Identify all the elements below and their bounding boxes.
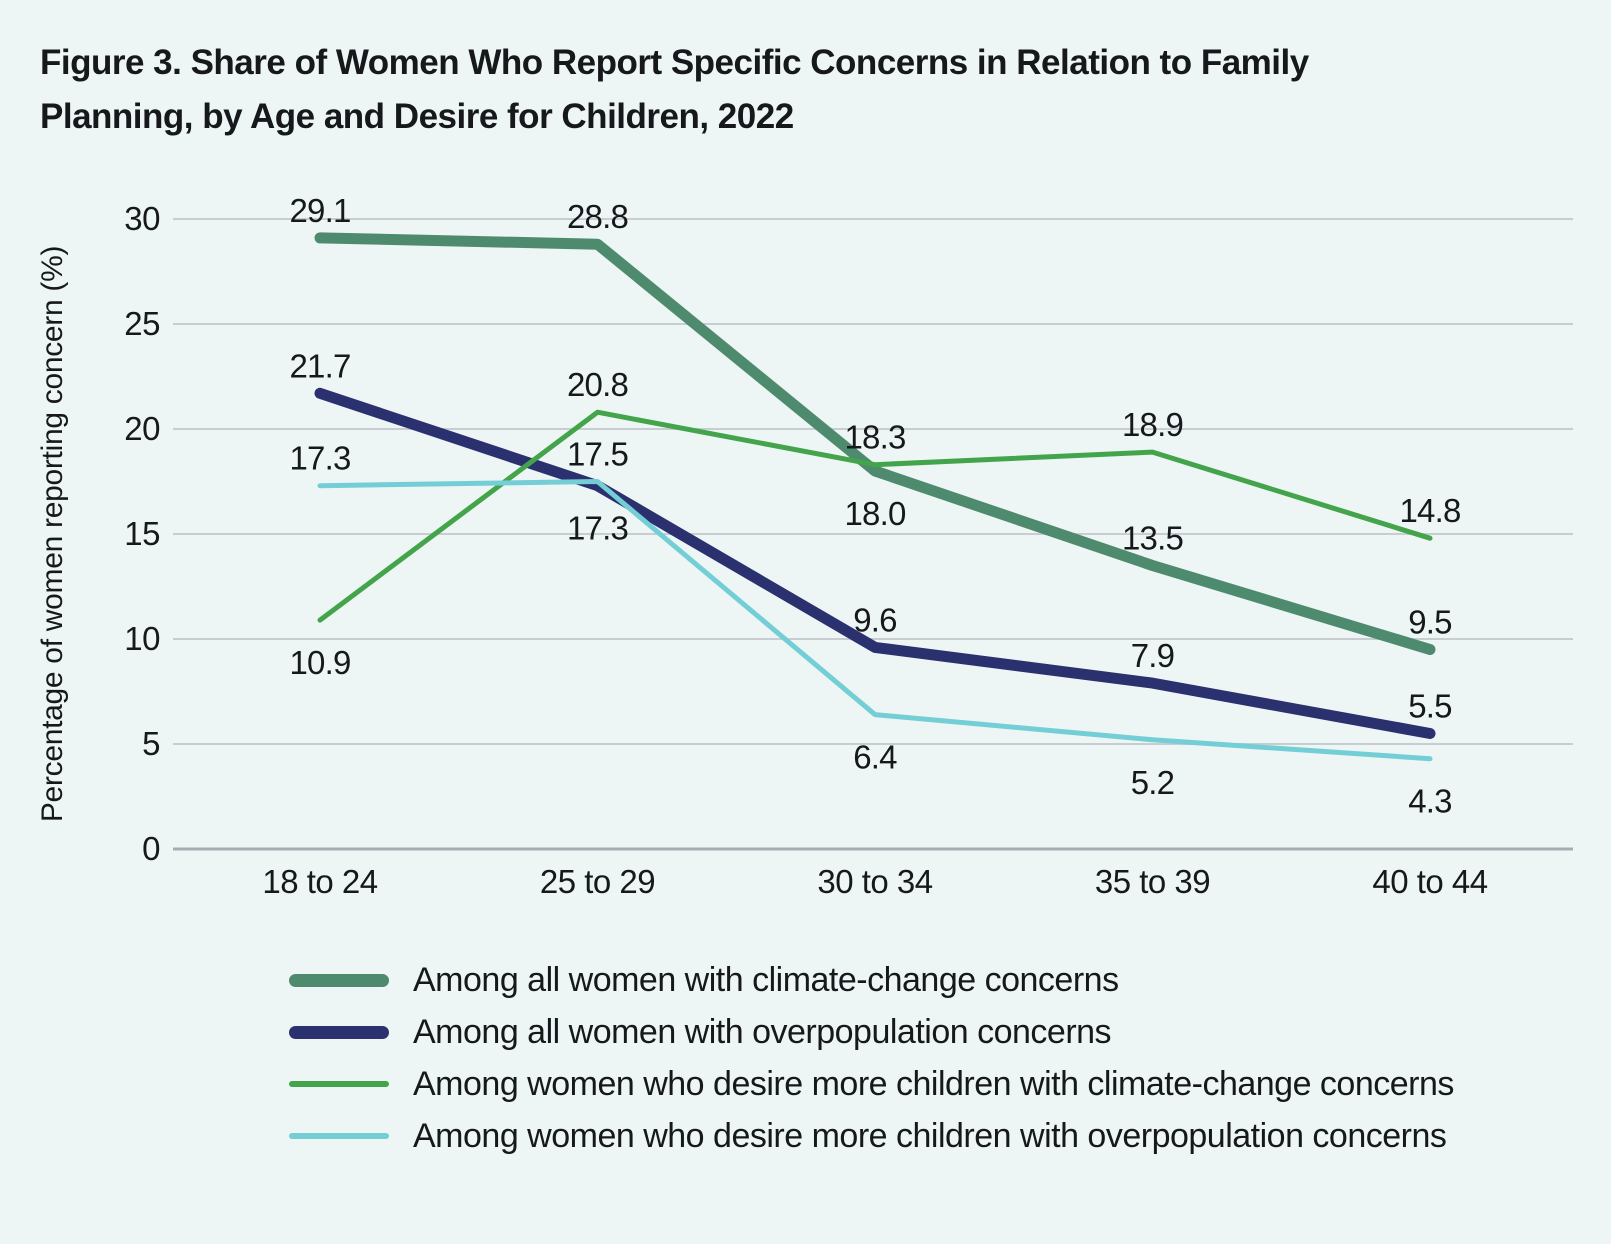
data-label: 7.9 bbox=[1131, 637, 1174, 674]
data-label: 17.3 bbox=[567, 509, 628, 546]
figure-title: Figure 3. Share of Women Who Report Spec… bbox=[40, 43, 1309, 136]
legend-swatch bbox=[289, 1081, 389, 1088]
data-label: 5.2 bbox=[1131, 764, 1174, 801]
line-chart: 0 5 10 15 20 25 30 18 to 24 25 to 29 30 to 34 35 t… bbox=[0, 146, 1611, 936]
series-line bbox=[314, 387, 1436, 739]
data-label: 4.3 bbox=[1408, 782, 1451, 819]
y-tick-label: 10 bbox=[124, 620, 160, 657]
y-axis-title: Percentage of women reporting concern (%… bbox=[36, 246, 69, 822]
data-label: 17.5 bbox=[567, 435, 628, 472]
x-tick-label: 25 to 29 bbox=[540, 863, 655, 900]
y-tick-label: 30 bbox=[124, 200, 160, 237]
x-tick-label: 40 to 44 bbox=[1372, 863, 1487, 900]
x-tick-label: 30 to 34 bbox=[817, 863, 932, 900]
legend-item: Among women who desire more children wit… bbox=[289, 1116, 1611, 1155]
y-tick-label: 0 bbox=[142, 830, 160, 867]
legend-item: Among all women with overpopulation conc… bbox=[289, 1012, 1611, 1051]
x-tick-label: 35 to 39 bbox=[1095, 863, 1210, 900]
legend-swatch bbox=[289, 1025, 389, 1039]
data-label: 17.3 bbox=[289, 439, 350, 476]
data-label: 13.5 bbox=[1122, 519, 1183, 556]
data-label: 5.5 bbox=[1408, 687, 1451, 724]
data-label: 21.7 bbox=[289, 347, 350, 384]
y-tick-label: 20 bbox=[124, 410, 160, 447]
legend-item: Among women who desire more children wit… bbox=[289, 1064, 1611, 1103]
legend-label: Among all women with overpopulation conc… bbox=[413, 1012, 1112, 1051]
legend-label: Among women who desire more children wit… bbox=[413, 1064, 1454, 1103]
data-label: 28.8 bbox=[567, 198, 628, 235]
y-tick-label: 25 bbox=[124, 305, 160, 342]
y-tick-label: 15 bbox=[124, 515, 160, 552]
legend-item: Among all women with climate-change conc… bbox=[289, 960, 1611, 999]
figure-page: Figure 3. Share of Women Who Report Spec… bbox=[0, 36, 1611, 1244]
x-tick-label: 18 to 24 bbox=[262, 863, 377, 900]
data-label: 20.8 bbox=[567, 366, 628, 403]
chart-legend: Among all women with climate-change conc… bbox=[289, 960, 1611, 1155]
data-label: 6.4 bbox=[853, 738, 897, 775]
data-label: 9.5 bbox=[1408, 603, 1451, 640]
legend-label: Among all women with climate-change conc… bbox=[413, 960, 1119, 999]
legend-swatch bbox=[289, 973, 389, 987]
series-line bbox=[314, 232, 1436, 655]
chart-canvas: 0 5 10 15 20 25 30 18 to 24 25 to 29 30 to 34 35 t… bbox=[36, 192, 1573, 900]
data-label: 29.1 bbox=[289, 192, 350, 229]
legend-label: Among women who desire more children wit… bbox=[413, 1116, 1447, 1155]
data-label: 9.6 bbox=[853, 601, 896, 638]
data-label: 18.9 bbox=[1122, 406, 1183, 443]
series-line bbox=[317, 478, 1433, 761]
data-label: 10.9 bbox=[289, 644, 350, 681]
legend-swatch bbox=[289, 1133, 389, 1140]
y-tick-label: 5 bbox=[142, 725, 160, 762]
data-label: 18.3 bbox=[844, 418, 905, 455]
data-label: 18.0 bbox=[844, 495, 905, 532]
data-label: 14.8 bbox=[1399, 492, 1460, 529]
